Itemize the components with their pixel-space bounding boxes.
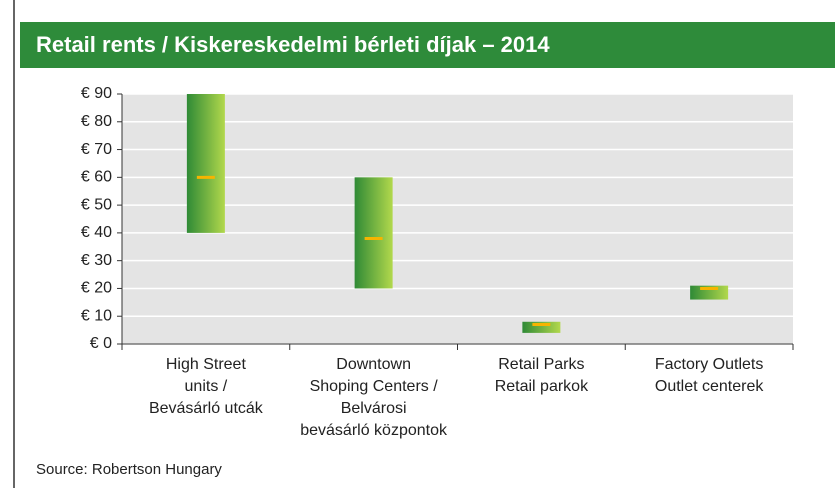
x-tick-label: Factory Outlets: [655, 356, 763, 373]
x-tick-label: High Street: [166, 356, 247, 373]
x-tick-label: units /: [185, 378, 228, 395]
y-tick-label: € 80: [81, 113, 112, 130]
y-tick-label: € 30: [81, 252, 112, 269]
y-tick-label: € 70: [81, 141, 112, 158]
title-bar: [20, 22, 835, 68]
y-tick-label: € 40: [81, 224, 112, 241]
x-tick-label: Shoping Centers /: [310, 378, 439, 395]
x-tick-label: Downtown: [336, 356, 411, 373]
range-bar: [354, 177, 393, 289]
plot-area: [122, 94, 793, 344]
y-tick-label: € 20: [81, 280, 112, 297]
range-bar: [690, 285, 729, 300]
range-bar: [186, 94, 225, 233]
x-tick-label: Retail Parks: [498, 356, 584, 373]
y-tick-label: € 50: [81, 196, 112, 213]
y-tick-label: € 60: [81, 169, 112, 186]
y-tick-label: € 10: [81, 307, 112, 324]
x-tick-label: Retail parkok: [495, 378, 589, 395]
range-bar: [522, 321, 561, 333]
x-tick-label: Belvárosi: [341, 400, 407, 417]
chart-title: Retail rents / Kiskereskedelmi bérleti d…: [36, 32, 550, 57]
x-tick-label: Bevásárló utcák: [149, 400, 264, 417]
source: Source: Robertson Hungary: [36, 461, 222, 478]
x-tick-label: bevásárló központok: [300, 422, 448, 439]
x-tick-label: Outlet centerek: [655, 378, 765, 395]
y-tick-label: € 90: [81, 85, 112, 102]
y-tick-label: € 0: [90, 335, 112, 352]
